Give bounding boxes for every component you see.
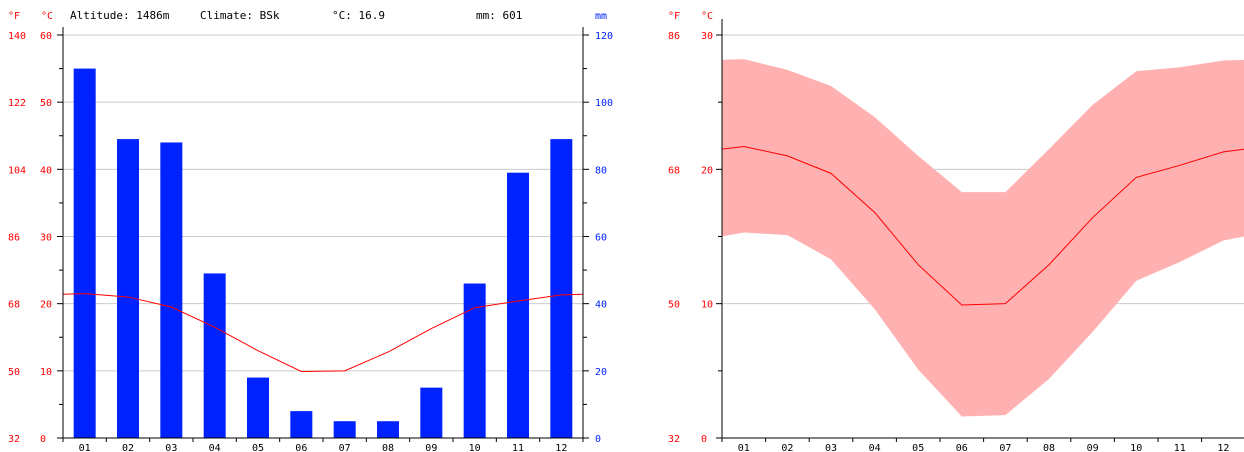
fahrenheit-tick-label: 32: [8, 434, 20, 445]
month-label: 02: [122, 443, 134, 452]
month-label: 06: [295, 443, 307, 452]
precip-temp-chart: 0321050206830864010450122601400204060801…: [8, 27, 613, 452]
climate-label: Climate: BSk: [200, 9, 280, 22]
month-label: 11: [512, 443, 524, 452]
month-label: 02: [781, 443, 793, 452]
mean-temperature-line: [721, 145, 1244, 306]
month-label: 11: [1174, 443, 1186, 452]
month-label: 07: [999, 443, 1011, 452]
left-chart-fahrenheit-unit: °F: [8, 11, 20, 22]
mm-tick-label: 0: [595, 434, 601, 445]
fahrenheit-tick-label: 32: [668, 434, 680, 445]
temperature-range-band: [722, 59, 1244, 417]
celsius-tick-label: 30: [701, 31, 713, 42]
right-chart-celsius-unit: °C: [701, 11, 713, 22]
month-label: 01: [79, 443, 91, 452]
month-label: 04: [869, 443, 881, 452]
precip-bar: [420, 387, 443, 438]
mm-tick-label: 20: [595, 367, 607, 378]
fahrenheit-tick-label: 122: [8, 98, 26, 109]
precip-bar: [160, 142, 183, 438]
celsius-tick-label: 10: [40, 367, 52, 378]
month-label: 05: [912, 443, 924, 452]
precip-bar: [463, 283, 486, 438]
mm-tick-label: 100: [595, 98, 613, 109]
celsius-tick-label: 20: [40, 300, 52, 311]
precip-bar: [507, 172, 529, 439]
mm-tick-label: 80: [595, 165, 607, 176]
precip-bar: [550, 139, 573, 438]
precip-bar: [203, 273, 226, 438]
celsius-tick-label: 60: [40, 31, 52, 42]
month-label: 05: [252, 443, 264, 452]
month-label: 03: [165, 443, 177, 452]
precip-total-label: mm: 601: [476, 9, 522, 22]
celsius-tick-label: 50: [40, 98, 52, 109]
mm-tick-label: 120: [595, 31, 613, 42]
month-label: 08: [382, 443, 394, 452]
month-label: 01: [738, 443, 750, 452]
right-chart-fahrenheit-unit: °F: [668, 11, 680, 22]
altitude-label: Altitude: 1486m: [70, 9, 170, 22]
left-chart-celsius-unit: °C: [41, 11, 53, 22]
celsius-tick-label: 10: [701, 300, 713, 311]
fahrenheit-tick-label: 104: [8, 165, 26, 176]
celsius-tick-label: 30: [40, 233, 52, 244]
precip-bar: [290, 411, 313, 438]
mm-tick-label: 40: [595, 300, 607, 311]
month-label: 09: [425, 443, 437, 452]
month-label: 03: [825, 443, 837, 452]
precip-bar: [117, 139, 139, 438]
mean-temp-label: °C: 16.9: [332, 9, 385, 22]
precip-bar: [247, 377, 269, 438]
fahrenheit-tick-label: 68: [668, 165, 680, 176]
month-label: 07: [339, 443, 351, 452]
fahrenheit-tick-label: 50: [8, 367, 20, 378]
fahrenheit-tick-label: 68: [8, 300, 20, 311]
temperature-line: [62, 293, 584, 373]
temp-range-chart: 0 32 10 50 20 68 30 86 01 02 03 04 05 06 07 08 09 10 11 12: [668, 19, 1244, 452]
precip-bar: [377, 421, 399, 438]
month-label: 09: [1087, 443, 1099, 452]
fahrenheit-tick-label: 50: [668, 300, 680, 311]
fahrenheit-tick-label: 140: [8, 31, 26, 42]
month-label: 06: [956, 443, 968, 452]
month-label: 10: [1130, 443, 1142, 452]
celsius-tick-label: 40: [40, 165, 52, 176]
left-chart-mm-unit: mm: [595, 11, 607, 22]
precip-bar: [73, 68, 96, 438]
fahrenheit-tick-label: 86: [8, 233, 20, 244]
precip-bar: [333, 421, 356, 438]
fahrenheit-tick-label: 86: [668, 31, 680, 42]
celsius-tick-label: 20: [701, 165, 713, 176]
month-label: 08: [1043, 443, 1055, 452]
month-label: 10: [469, 443, 481, 452]
month-label: 12: [1217, 443, 1229, 452]
celsius-tick-label: 0: [701, 434, 707, 445]
celsius-tick-label: 0: [40, 434, 46, 445]
month-label: 04: [209, 443, 221, 452]
mm-tick-label: 60: [595, 233, 607, 244]
month-label: 12: [555, 443, 567, 452]
